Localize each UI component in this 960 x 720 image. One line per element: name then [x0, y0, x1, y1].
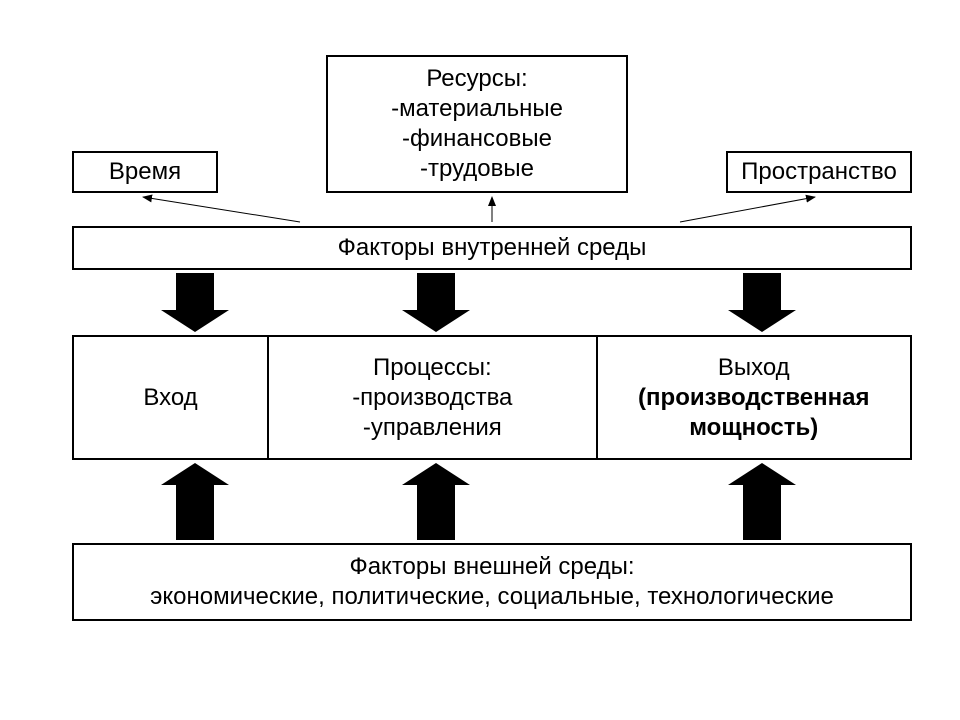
- input-label: Вход: [143, 383, 197, 413]
- external-factors-label: Факторы внешней среды: экономические, по…: [150, 552, 834, 612]
- external-factors-box: Факторы внешней среды: экономические, по…: [72, 543, 912, 621]
- process-row: Вход Процессы: -производства -управления…: [72, 335, 912, 460]
- thin-arrows-group: [143, 197, 815, 222]
- space-label: Пространство: [741, 157, 897, 187]
- output-line1: Выход: [718, 354, 790, 381]
- output-cell: Выход (производственная мощность): [598, 337, 910, 458]
- resources-label: Ресурсы: -материальные -финансовые -труд…: [391, 64, 563, 184]
- space-box: Пространство: [726, 151, 912, 193]
- output-line2: (производственная: [638, 384, 869, 411]
- processes-label: Процессы: -производства -управления: [352, 353, 512, 443]
- processes-cell: Процессы: -производства -управления: [269, 337, 597, 458]
- internal-factors-label: Факторы внутренней среды: [338, 233, 647, 263]
- output-label: Выход (производственная мощность): [638, 353, 869, 443]
- output-line3: мощность): [689, 414, 818, 441]
- internal-factors-box: Факторы внутренней среды: [72, 226, 912, 270]
- resources-box: Ресурсы: -материальные -финансовые -труд…: [326, 55, 628, 193]
- time-label: Время: [109, 157, 181, 187]
- time-box: Время: [72, 151, 218, 193]
- input-cell: Вход: [74, 337, 269, 458]
